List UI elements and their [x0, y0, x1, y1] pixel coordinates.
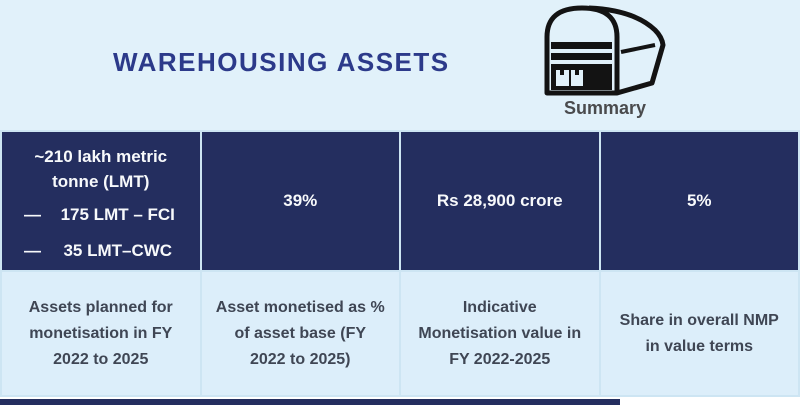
bottom-accent-bar: [0, 399, 620, 405]
monetised-percent-cell: 39%: [201, 132, 399, 270]
capacity-line-2: tonne (LMT): [52, 172, 150, 191]
label-nmp-share: Share in overall NMP in value terms: [600, 272, 798, 395]
capacity-bullet-fci: — 175 LMT – FCI: [2, 205, 200, 225]
header: WAREHOUSING ASSETS: [0, 0, 800, 130]
page-title: WAREHOUSING ASSETS: [113, 47, 450, 77]
capacity-line-1: ~210 lakh metric: [34, 147, 168, 166]
summary-icon-block: Summary: [538, 4, 672, 119]
capacity-bullet-cwc: — 35 LMT–CWC: [2, 241, 200, 261]
dash-icon: —: [24, 205, 41, 224]
bullet-text: 35 LMT–CWC: [63, 241, 173, 260]
label-asset-monetised-pct: Asset monetised as % of asset base (FY 2…: [201, 272, 399, 395]
summary-table: ~210 lakh metric tonne (LMT) — 175 LMT –…: [0, 130, 800, 397]
label-assets-planned: Assets planned for monetisation in FY 20…: [2, 272, 200, 395]
summary-caption: Summary: [563, 98, 647, 118]
monetisation-value-cell: Rs 28,900 crore: [401, 132, 599, 270]
warehouse-icon: [538, 4, 672, 96]
capacity-value-cell: ~210 lakh metric tonne (LMT) — 175 LMT –…: [2, 132, 200, 270]
label-indicative-value: Indicative Monetisation value in FY 2022…: [401, 272, 599, 395]
dash-icon: —: [24, 241, 41, 260]
bullet-text: 175 LMT – FCI: [60, 205, 175, 224]
nmp-share-cell: 5%: [600, 132, 798, 270]
